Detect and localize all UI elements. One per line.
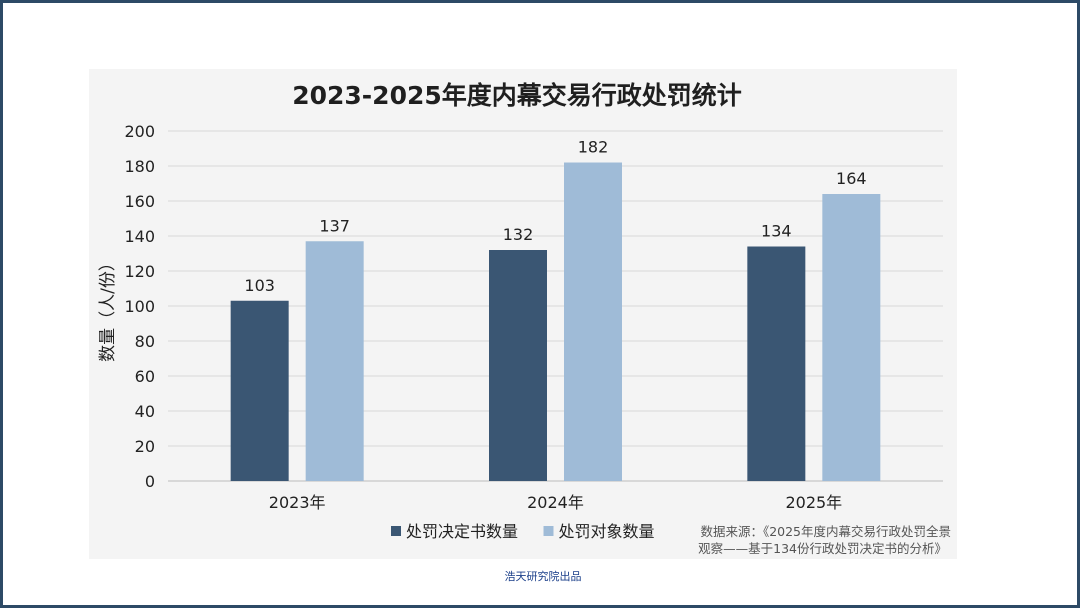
data-label: 137 (319, 216, 350, 235)
legend-label: 处罚对象数量 (559, 522, 655, 541)
x-tick-label: 2024年 (527, 493, 584, 512)
bar (564, 162, 622, 481)
source-line-1: 数据来源：《2025年度内幕交易行政处罚全景 (700, 524, 951, 539)
footer-credit: 浩天研究院出品 (504, 570, 582, 583)
bar (822, 194, 881, 481)
data-label: 103 (244, 276, 275, 295)
source-line-2: 观察——基于134份行政处罚决定书的分析》 (698, 541, 947, 556)
data-label: 132 (503, 225, 534, 244)
y-tick-label: 200 (124, 122, 155, 141)
data-label: 134 (761, 222, 792, 241)
y-tick-label: 0 (145, 472, 155, 491)
data-label: 164 (836, 169, 867, 188)
y-tick-label: 180 (124, 157, 155, 176)
x-tick-label: 2023年 (269, 493, 326, 512)
legend-swatch (391, 526, 401, 536)
bar (747, 246, 806, 481)
data-label: 182 (578, 138, 609, 157)
bar (305, 241, 364, 481)
chart-title: 2023-2025年度内幕交易行政处罚统计 (292, 81, 742, 110)
legend-label: 处罚决定书数量 (406, 522, 518, 541)
y-tick-label: 80 (135, 332, 155, 351)
y-tick-label: 20 (135, 437, 155, 456)
y-tick-label: 40 (135, 402, 155, 421)
legend-swatch (543, 526, 554, 536)
y-tick-label: 120 (124, 262, 155, 281)
x-tick-label: 2025年 (785, 493, 842, 512)
bar (489, 250, 547, 481)
y-tick-label: 140 (124, 227, 155, 246)
y-tick-label: 160 (124, 192, 155, 211)
y-tick-label: 100 (124, 297, 155, 316)
y-tick-label: 60 (135, 367, 155, 386)
bar (230, 300, 289, 481)
y-axis-label: 数量（人/份） (98, 254, 118, 362)
bar-chart: 2023-2025年度内幕交易行政处罚统计 数量（人/份） 0 20 40 60 80 1… (98, 81, 951, 556)
